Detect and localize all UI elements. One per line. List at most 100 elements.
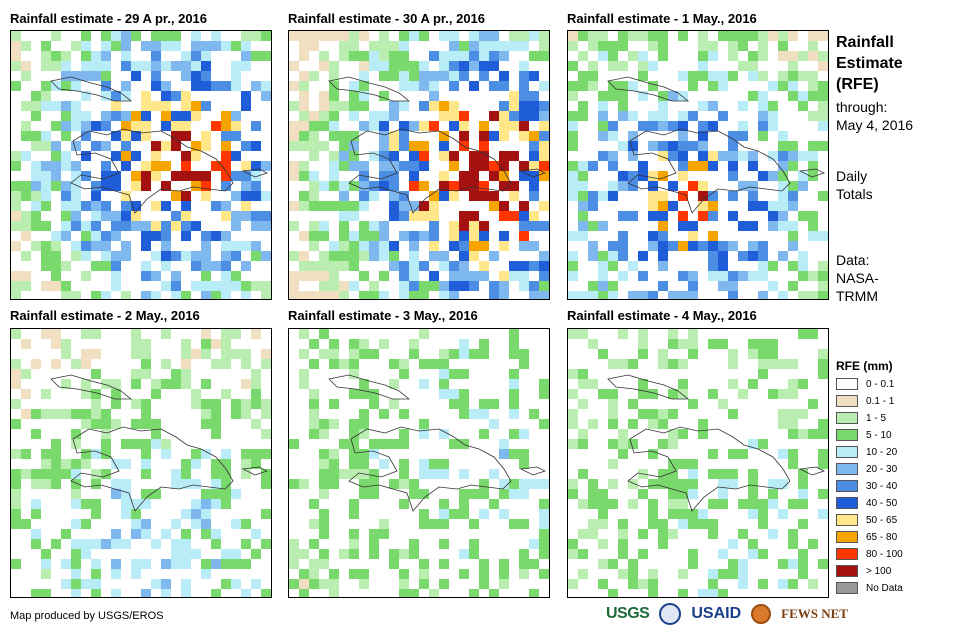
rainfall-cell (11, 191, 21, 201)
rainfall-cell (568, 539, 578, 549)
rainfall-cell (678, 489, 688, 499)
rainfall-cell (319, 141, 329, 151)
rainfall-cell (51, 359, 61, 369)
rainfall-cell (61, 281, 71, 291)
rainfall-cell (409, 479, 419, 489)
rainfall-cell (798, 429, 808, 439)
rainfall-cell (141, 171, 151, 181)
legend-label: 0 - 0.1 (866, 378, 895, 390)
rainfall-cell (211, 539, 221, 549)
rainfall-cell (748, 499, 758, 509)
rainfall-cell (698, 201, 708, 211)
rainfall-cell (399, 201, 409, 211)
rainfall-cell (539, 539, 549, 549)
rainfall-cell (419, 281, 429, 291)
rainfall-cell (131, 131, 141, 141)
rainfall-cell (519, 281, 529, 291)
rainfall-cell (31, 181, 41, 191)
rainfall-cell (429, 191, 439, 201)
rainfall-cell (399, 291, 409, 299)
rainfall-cell (728, 559, 738, 569)
rainfall-cell (241, 171, 251, 181)
rainfall-cell (339, 261, 349, 271)
rainfall-cell (369, 479, 379, 489)
rainfall-cell (758, 509, 768, 519)
rainfall-cell (529, 151, 539, 161)
rainfall-cell (21, 131, 31, 141)
rainfall-cell (369, 111, 379, 121)
rainfall-cell (768, 221, 778, 231)
rainfall-cell (429, 101, 439, 111)
rainfall-cell (171, 211, 181, 221)
rainfall-cell (161, 31, 171, 41)
rainfall-cell (788, 31, 798, 41)
rainfall-cell (221, 499, 231, 509)
rainfall-cell (121, 221, 131, 231)
rainfall-cell (379, 161, 389, 171)
rainfall-cell (499, 559, 509, 569)
rainfall-cell (628, 131, 638, 141)
rainfall-cell (808, 579, 818, 589)
rainfall-cell (788, 409, 798, 419)
rainfall-cell (648, 171, 658, 181)
rainfall-cell (758, 201, 768, 211)
rainfall-cell (41, 449, 51, 459)
rainfall-map-4 (10, 328, 272, 598)
data-source-line: TRMM (836, 288, 878, 304)
rainfall-cell (439, 459, 449, 469)
rainfall-cell (309, 71, 319, 81)
rainfall-cell (529, 111, 539, 121)
rainfall-cell (329, 71, 339, 81)
rainfall-cell (668, 181, 678, 191)
rainfall-cell (121, 211, 131, 221)
rainfall-cell (289, 559, 299, 569)
rainfall-cell (808, 111, 818, 121)
rainfall-cell (71, 589, 81, 597)
rainfall-cell (131, 211, 141, 221)
rainfall-cell (529, 539, 539, 549)
rainfall-cell (449, 51, 459, 61)
rainfall-cell (299, 91, 309, 101)
rainfall-cell (241, 141, 251, 151)
rainfall-cell (389, 191, 399, 201)
rainfall-cell (718, 549, 728, 559)
rainfall-cell (51, 329, 61, 339)
rainfall-cell (41, 181, 51, 191)
rainfall-cell (648, 589, 658, 597)
rainfall-cell (131, 349, 141, 359)
rainfall-cell (41, 261, 51, 271)
rainfall-cell (299, 369, 309, 379)
rainfall-cell (399, 271, 409, 281)
rainfall-cell (31, 539, 41, 549)
rainfall-cell (211, 359, 221, 369)
rainfall-cell (499, 439, 509, 449)
rainfall-cell (379, 271, 389, 281)
rainfall-cell (539, 131, 549, 141)
legend-swatch (836, 548, 858, 560)
rainfall-cell (71, 519, 81, 529)
rainfall-cell (718, 31, 728, 41)
rainfall-cell (778, 509, 788, 519)
rainfall-cell (728, 359, 738, 369)
rainfall-cell (21, 191, 31, 201)
rainfall-cell (768, 171, 778, 181)
rainfall-cell (419, 429, 429, 439)
rainfall-cell (768, 389, 778, 399)
rainfall-cell (818, 61, 828, 71)
rainfall-cell (808, 151, 818, 161)
rainfall-cell (359, 291, 369, 299)
rainfall-cell (251, 281, 261, 291)
rainfall-cell (509, 211, 519, 221)
rainfall-cell (758, 91, 768, 101)
rainfall-cell (788, 419, 798, 429)
rainfall-cell (618, 359, 628, 369)
rainfall-cell (728, 469, 738, 479)
rainfall-cell (389, 399, 399, 409)
rainfall-cell (449, 31, 459, 41)
rainfall-cell (778, 579, 788, 589)
rainfall-cell (499, 111, 509, 121)
rainfall-cell (221, 171, 231, 181)
rainfall-cell (509, 111, 519, 121)
rainfall-cell (648, 509, 658, 519)
rainfall-cell (578, 101, 588, 111)
